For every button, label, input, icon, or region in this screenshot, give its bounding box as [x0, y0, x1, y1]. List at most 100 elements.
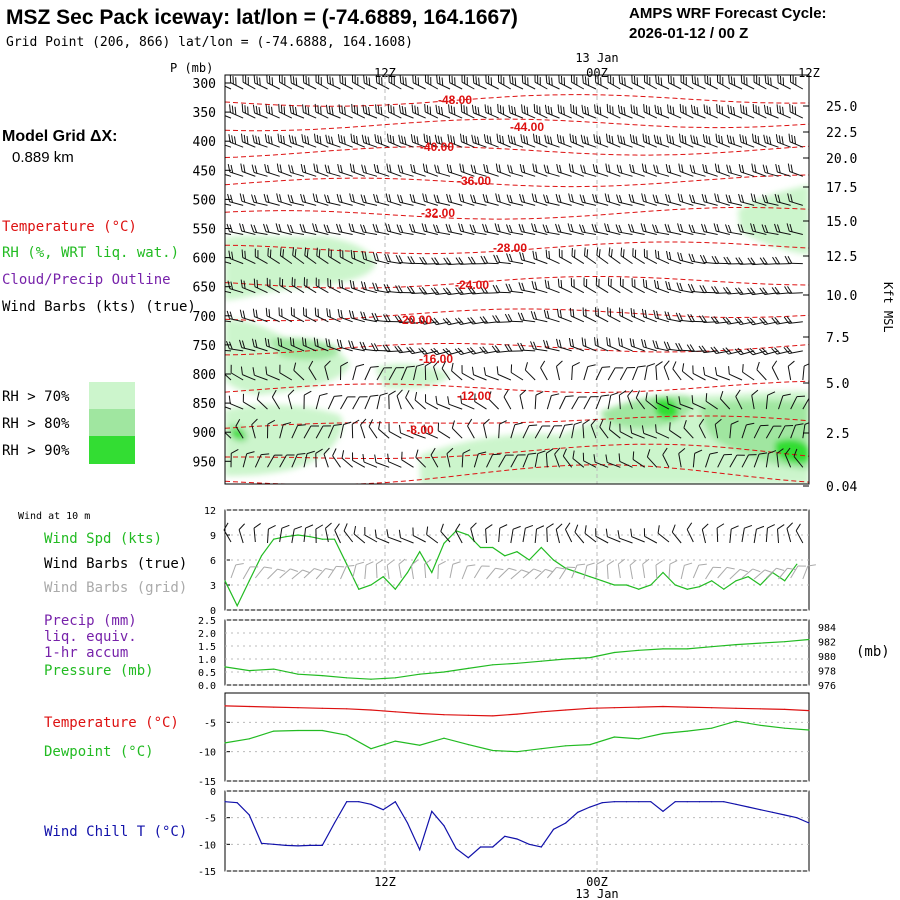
wind-barb: [442, 347, 463, 356]
wind-barb: [288, 134, 305, 148]
wind-barb: [729, 454, 745, 468]
wind-barb: [314, 307, 329, 323]
dewpoint-line-point: [224, 742, 226, 744]
wind-barb: [338, 104, 353, 119]
wind-barb: [504, 344, 524, 352]
wind-barb: [339, 75, 353, 90]
wind-barb: [750, 223, 767, 235]
wind-barb-grid: [705, 566, 722, 580]
wind-barb: [362, 104, 378, 119]
y-tick-label: -5: [204, 814, 216, 825]
wind-barb: [267, 454, 283, 468]
wind-barb: [506, 224, 524, 235]
pressure-tick-label: 976: [818, 681, 836, 692]
wind-barb: [461, 365, 475, 381]
pressure-tick-label: 350: [193, 106, 216, 121]
grid-spacing-label: Model Grid ΔX:: [2, 128, 118, 145]
cross-section-panel: -48.00 -44.00 -40.00 -36.00 -32.00 -28.00 -24.…: [193, 74, 895, 495]
wind-barb: [655, 424, 670, 439]
wind-barb: [664, 311, 682, 323]
temperature-line-point: [808, 710, 810, 712]
wind-barb: [705, 451, 718, 468]
pressure-line-point: [808, 638, 810, 641]
pressure-line-point: [540, 660, 542, 662]
isotherm-line: [225, 174, 809, 188]
wind-barb: [301, 134, 317, 148]
wind-barb: [325, 134, 341, 148]
wind-barb: [460, 133, 475, 148]
pressure-panel: 2.5 2.0 1.5 1.0 0.5 0.0 984 982 980 978 976: [198, 616, 836, 692]
wind-barb: [421, 223, 438, 235]
wind-barb: [678, 163, 694, 177]
wind-barb: [678, 447, 686, 468]
wind-barb-10m: [753, 525, 765, 544]
windchill-line-point: [516, 838, 518, 840]
y-axis-label-pressure: P (mb): [170, 61, 213, 75]
wind-barb: [619, 277, 633, 294]
wind-barb: [726, 164, 743, 177]
wind-speed-line-point: [686, 588, 688, 590]
wind-barb-10m: [565, 522, 573, 543]
wind-barb: [594, 75, 609, 90]
wind-barb: [654, 104, 670, 119]
wind-barb: [387, 133, 402, 148]
wind-barb: [445, 223, 463, 235]
wind-speed-line-point: [382, 576, 384, 578]
wind-barb-10m: [223, 522, 232, 543]
wind-barb: [617, 104, 633, 119]
wind-barb: [655, 361, 663, 381]
time-label-top-2: 12Z: [798, 66, 820, 80]
isotherm-label: -16.00: [419, 352, 453, 366]
wind-barb: [579, 224, 597, 235]
wind-speed-line-point: [613, 584, 615, 586]
wind-speed-line-point: [394, 588, 396, 590]
wind-barb-10m: [630, 528, 645, 543]
wind-barb: [543, 309, 560, 323]
wind-barb: [252, 367, 268, 381]
windchill-line-point: [248, 814, 250, 816]
wind-barb: [313, 337, 329, 352]
wind-barb: [644, 363, 656, 381]
wind-barb: [486, 453, 501, 468]
wind-barb: [496, 366, 512, 381]
wind-barb: [737, 223, 755, 235]
wind-barb: [592, 193, 609, 206]
wind-barb: [316, 247, 329, 265]
wind-barb: [790, 395, 806, 410]
wind-speed-line-point: [577, 571, 579, 574]
temperature-line-point: [394, 711, 396, 713]
wind-barb: [652, 340, 670, 352]
wind-barb: [412, 75, 426, 90]
wind-barb-10m: [325, 522, 332, 543]
wind-barb: [543, 339, 560, 352]
wind-barb: [666, 134, 682, 148]
wind-barb: [430, 347, 451, 356]
wind-barb-10m: [584, 525, 597, 543]
wind-barb: [664, 223, 682, 235]
height-tick-label: 25.0: [826, 100, 857, 115]
wind-barb: [596, 247, 609, 265]
wind-barb: [635, 390, 646, 410]
wind-barb: [751, 389, 759, 410]
wind-barb: [531, 280, 548, 294]
windchill-line-point: [747, 806, 749, 808]
wind-barb: [665, 163, 682, 177]
wind-barb: [632, 365, 646, 381]
windchill-line-point: [273, 843, 275, 845]
temperature-line-point: [784, 708, 786, 711]
pressure-tick-label: 550: [193, 223, 216, 238]
wind-barb: [240, 279, 256, 294]
wind-barb: [263, 223, 280, 235]
wind-speed-line-point: [285, 536, 287, 538]
wind-barb: [521, 75, 536, 90]
wind-barb: [442, 317, 463, 326]
wind-barb: [454, 317, 475, 326]
wind-barb-grid: [315, 568, 334, 580]
wind-barbs-true-label: Wind Barbs (true): [44, 556, 187, 572]
wind-barb-10m: [485, 524, 493, 544]
wind-barb: [521, 104, 536, 119]
wind-barb: [364, 394, 379, 410]
isotherm-line: [225, 94, 809, 107]
wind-barb: [629, 425, 645, 439]
